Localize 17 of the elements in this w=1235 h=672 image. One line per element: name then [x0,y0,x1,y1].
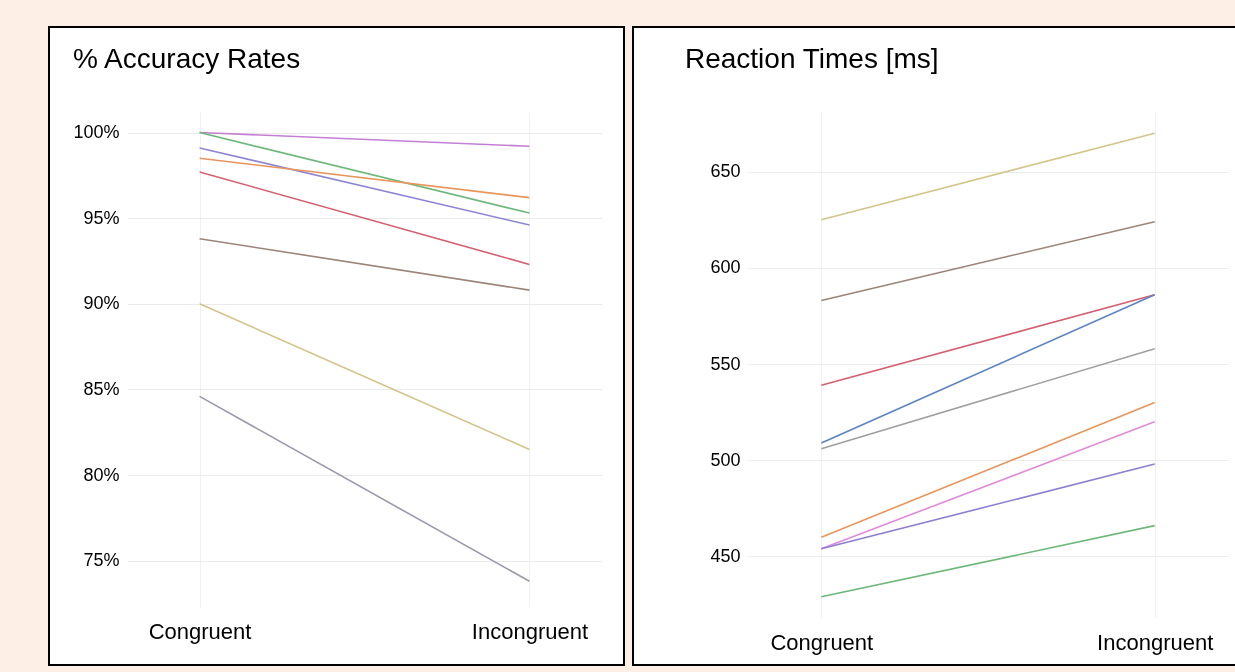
x-tick-label: Congruent [148,618,252,644]
y-tick-label: 450 [710,545,741,566]
y-tick-label: 100% [73,122,120,143]
y-tick-label: 550 [710,353,741,374]
y-tick-label: 95% [83,207,120,228]
chart-title: % Accuracy Rates [72,43,301,74]
y-tick-label: 600 [710,257,741,278]
x-tick-label: Incongruent [471,618,589,644]
y-tick-label: 650 [710,161,741,182]
y-tick-label: 85% [83,378,120,399]
chart-title: Reaction Times [ms] [684,43,939,74]
y-tick-label: 80% [83,464,120,485]
x-tick-label: Incongruent [1097,629,1214,655]
y-tick-label: 75% [83,550,120,571]
y-tick-label: 90% [83,293,120,314]
x-tick-label: Congruent [770,629,874,655]
y-tick-label: 500 [710,449,741,470]
